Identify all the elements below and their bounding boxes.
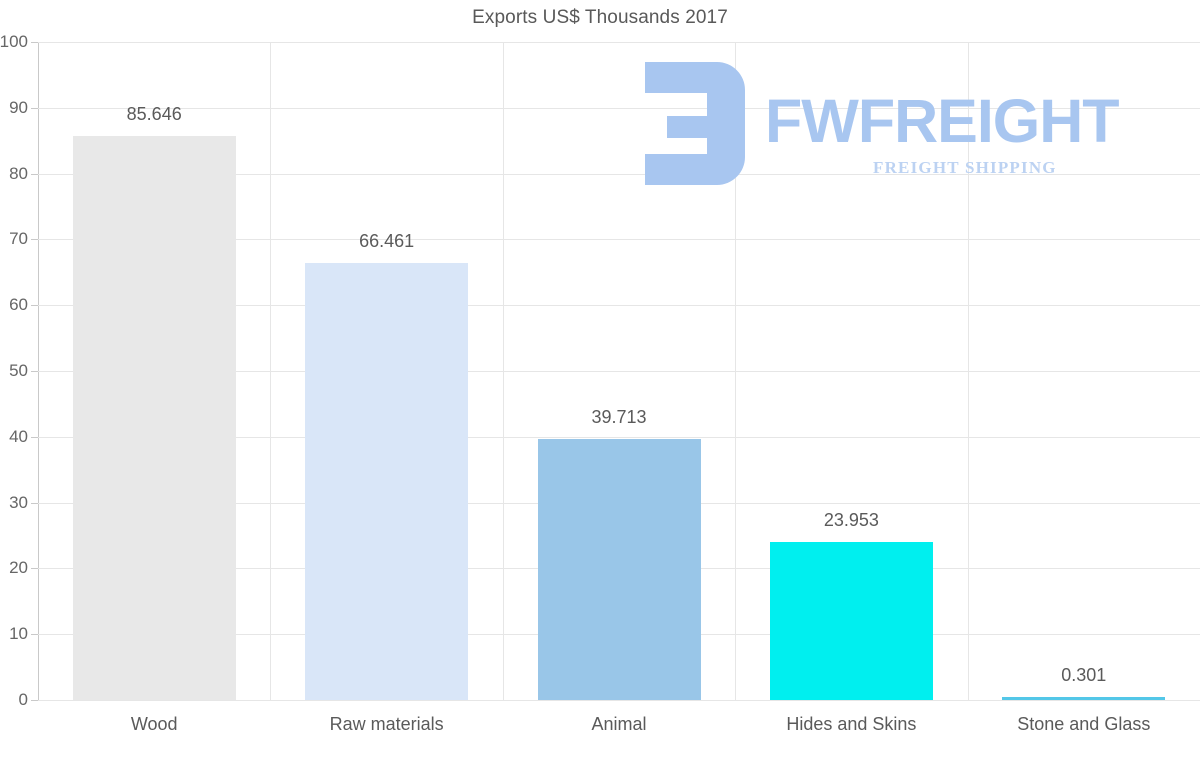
y-axis-tick-mark xyxy=(31,107,38,109)
bar-hides-and-skins[interactable] xyxy=(770,542,933,700)
y-axis-tick-mark xyxy=(31,42,38,43)
gridline-vertical xyxy=(968,42,969,700)
y-axis-tick-mark xyxy=(31,502,38,504)
gridline-horizontal xyxy=(38,371,1200,372)
y-axis-tick-mark xyxy=(31,634,38,636)
bar-value-label: 85.646 xyxy=(126,104,182,125)
y-axis-tick-mark xyxy=(31,700,38,701)
x-axis-label: Wood xyxy=(130,714,178,734)
gridline-horizontal xyxy=(38,173,1200,175)
y-axis-tick-label: 100 xyxy=(0,32,28,51)
chart-title: Exports US$ Thousands 2017 xyxy=(472,7,728,28)
bar-stone-and-glass[interactable] xyxy=(1002,697,1165,700)
y-axis-tick-label: 60 xyxy=(9,295,28,315)
bar-animal[interactable] xyxy=(538,438,701,700)
gridline-vertical xyxy=(503,42,504,700)
y-axis-tick-label: 30 xyxy=(9,492,28,512)
y-axis-tick-mark xyxy=(31,239,38,241)
y-axis-tick-label: 80 xyxy=(9,163,28,183)
y-axis-tick-mark xyxy=(31,371,38,372)
x-axis-label: Animal xyxy=(591,714,647,734)
gridline-horizontal xyxy=(38,436,1200,438)
y-axis-tick-label: 10 xyxy=(9,624,28,644)
gridline-horizontal xyxy=(38,239,1200,241)
bar-value-label: 66.461 xyxy=(359,230,415,251)
gridline-vertical xyxy=(270,42,271,700)
y-axis-tick-label: 20 xyxy=(9,558,28,578)
x-axis-label: Hides and Skins xyxy=(786,714,917,734)
y-axis-tick-label: 50 xyxy=(9,361,28,380)
gridline-horizontal xyxy=(38,700,1200,701)
gridline-horizontal xyxy=(38,107,1200,109)
bar-raw-materials[interactable] xyxy=(305,262,468,700)
bar-value-label: 23.953 xyxy=(823,510,879,531)
y-axis-tick-label: 90 xyxy=(9,97,28,117)
gridline-horizontal xyxy=(38,305,1200,307)
gridline-horizontal xyxy=(38,42,1200,43)
y-axis-tick-label: 0 xyxy=(18,690,28,709)
plot-area xyxy=(31,42,1200,701)
y-axis-tick-mark xyxy=(31,568,38,570)
gridline-vertical xyxy=(735,42,736,700)
y-axis-tick-label: 40 xyxy=(9,426,28,446)
x-axis-label: Stone and Glass xyxy=(1017,714,1151,734)
bar-value-label: 39.713 xyxy=(591,406,647,427)
bar-wood[interactable] xyxy=(73,136,236,700)
x-axis-label: Raw materials xyxy=(329,714,444,734)
y-axis-tick-label: 70 xyxy=(9,229,28,249)
y-axis-tick-mark xyxy=(31,173,38,175)
y-axis-tick-mark xyxy=(31,436,38,438)
y-axis-tick-mark xyxy=(31,305,38,307)
bar-value-label: 0.301 xyxy=(1061,665,1107,685)
